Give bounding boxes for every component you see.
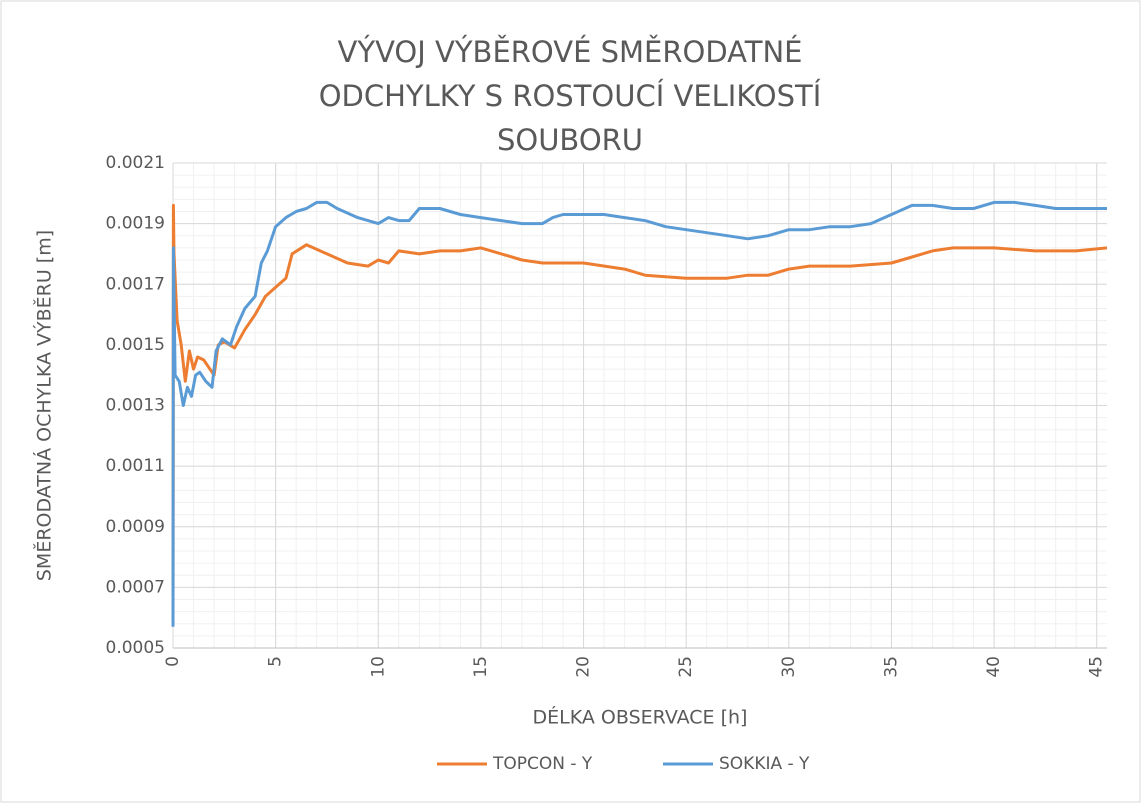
y-tick-label: 0.0013 <box>106 396 165 416</box>
chart-title: VÝVOJ VÝBĚROVÉ SMĚRODATNÉ ODCHYLKY S ROS… <box>318 35 822 157</box>
x-tick-label: 0 <box>163 656 183 667</box>
y-axis-title: SMĚRODATNÁ OCHYLKA VÝBĚRU [m] <box>33 230 56 581</box>
y-tick-label: 0.0009 <box>106 517 165 537</box>
y-tick-label: 0.0021 <box>106 153 165 173</box>
x-axis-title: DÉLKA OBSERVACE [h] <box>533 706 748 729</box>
x-tick-label: 20 <box>574 656 594 678</box>
x-tick-label: 10 <box>368 656 388 678</box>
legend-label: TOPCON - Y <box>492 754 593 774</box>
x-tick-label: 5 <box>266 656 286 667</box>
x-tick-label: 15 <box>471 656 491 678</box>
line-series <box>171 203 1108 621</box>
legend-label: SOKKIA - Y <box>719 754 810 774</box>
x-tick-label: 25 <box>676 656 696 678</box>
x-tick-label: 35 <box>881 656 901 678</box>
y-tick-label: 0.0019 <box>106 214 165 234</box>
x-tick-label: 45 <box>1087 656 1107 678</box>
y-tick-label: 0.0015 <box>106 335 165 355</box>
y-tick-label: 0.0017 <box>106 274 165 294</box>
x-tick-label: 40 <box>984 656 1004 678</box>
y-tick-label: 0.0011 <box>106 456 165 476</box>
x-tick-label: 30 <box>779 656 799 678</box>
y-tick-label: 0.0005 <box>106 638 165 658</box>
line-series <box>171 200 1107 627</box>
y-tick-label: 0.0007 <box>106 577 165 597</box>
